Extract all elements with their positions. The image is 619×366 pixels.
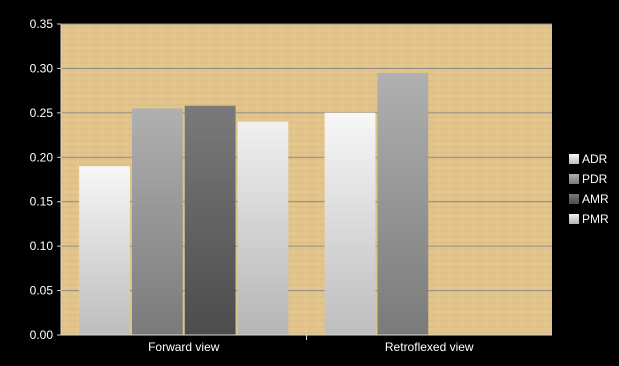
bar-pmr-forward	[237, 121, 289, 335]
legend-swatch-pmr	[569, 214, 579, 224]
legend-label-adr: ADR	[582, 152, 608, 166]
legend-label-pmr: PMR	[582, 212, 609, 226]
legend-swatch-pdr	[569, 174, 579, 184]
bar-pdr-forward	[131, 108, 183, 336]
y-tick-label: 0.05	[30, 284, 54, 298]
legend-swatch-amr	[569, 194, 579, 204]
y-tick-label: 0.00	[30, 328, 54, 342]
x-axis: Forward view Retroflexed view	[61, 334, 552, 354]
bar-amr-forward	[184, 105, 236, 336]
x-tick-label: Forward view	[148, 340, 220, 354]
x-tick-label: Retroflexed view	[385, 340, 474, 354]
plot-area: 0.00 0.05 0.10 0.15 0.20 0.25 0.30 0.35 Forward…	[30, 17, 552, 354]
legend-swatch-adr	[569, 154, 579, 164]
legend-label-pdr: PDR	[582, 172, 608, 186]
bar-adr-forward	[79, 166, 130, 335]
y-tick-label: 0.25	[30, 106, 54, 120]
bars	[79, 72, 429, 336]
bar-adr-retroflexed	[324, 112, 376, 335]
y-tick-label: 0.15	[30, 195, 54, 209]
legend: ADR PDR AMR PMR	[569, 152, 609, 226]
bar-pdr-retroflexed	[377, 72, 429, 335]
y-tick-label: 0.20	[30, 150, 54, 164]
y-tick-label: 0.10	[30, 239, 54, 253]
legend-label-amr: AMR	[582, 192, 609, 206]
y-tick-label: 0.35	[30, 17, 54, 31]
y-axis: 0.00 0.05 0.10 0.15 0.20 0.25 0.30 0.35	[30, 17, 62, 342]
y-tick-label: 0.30	[30, 61, 54, 75]
